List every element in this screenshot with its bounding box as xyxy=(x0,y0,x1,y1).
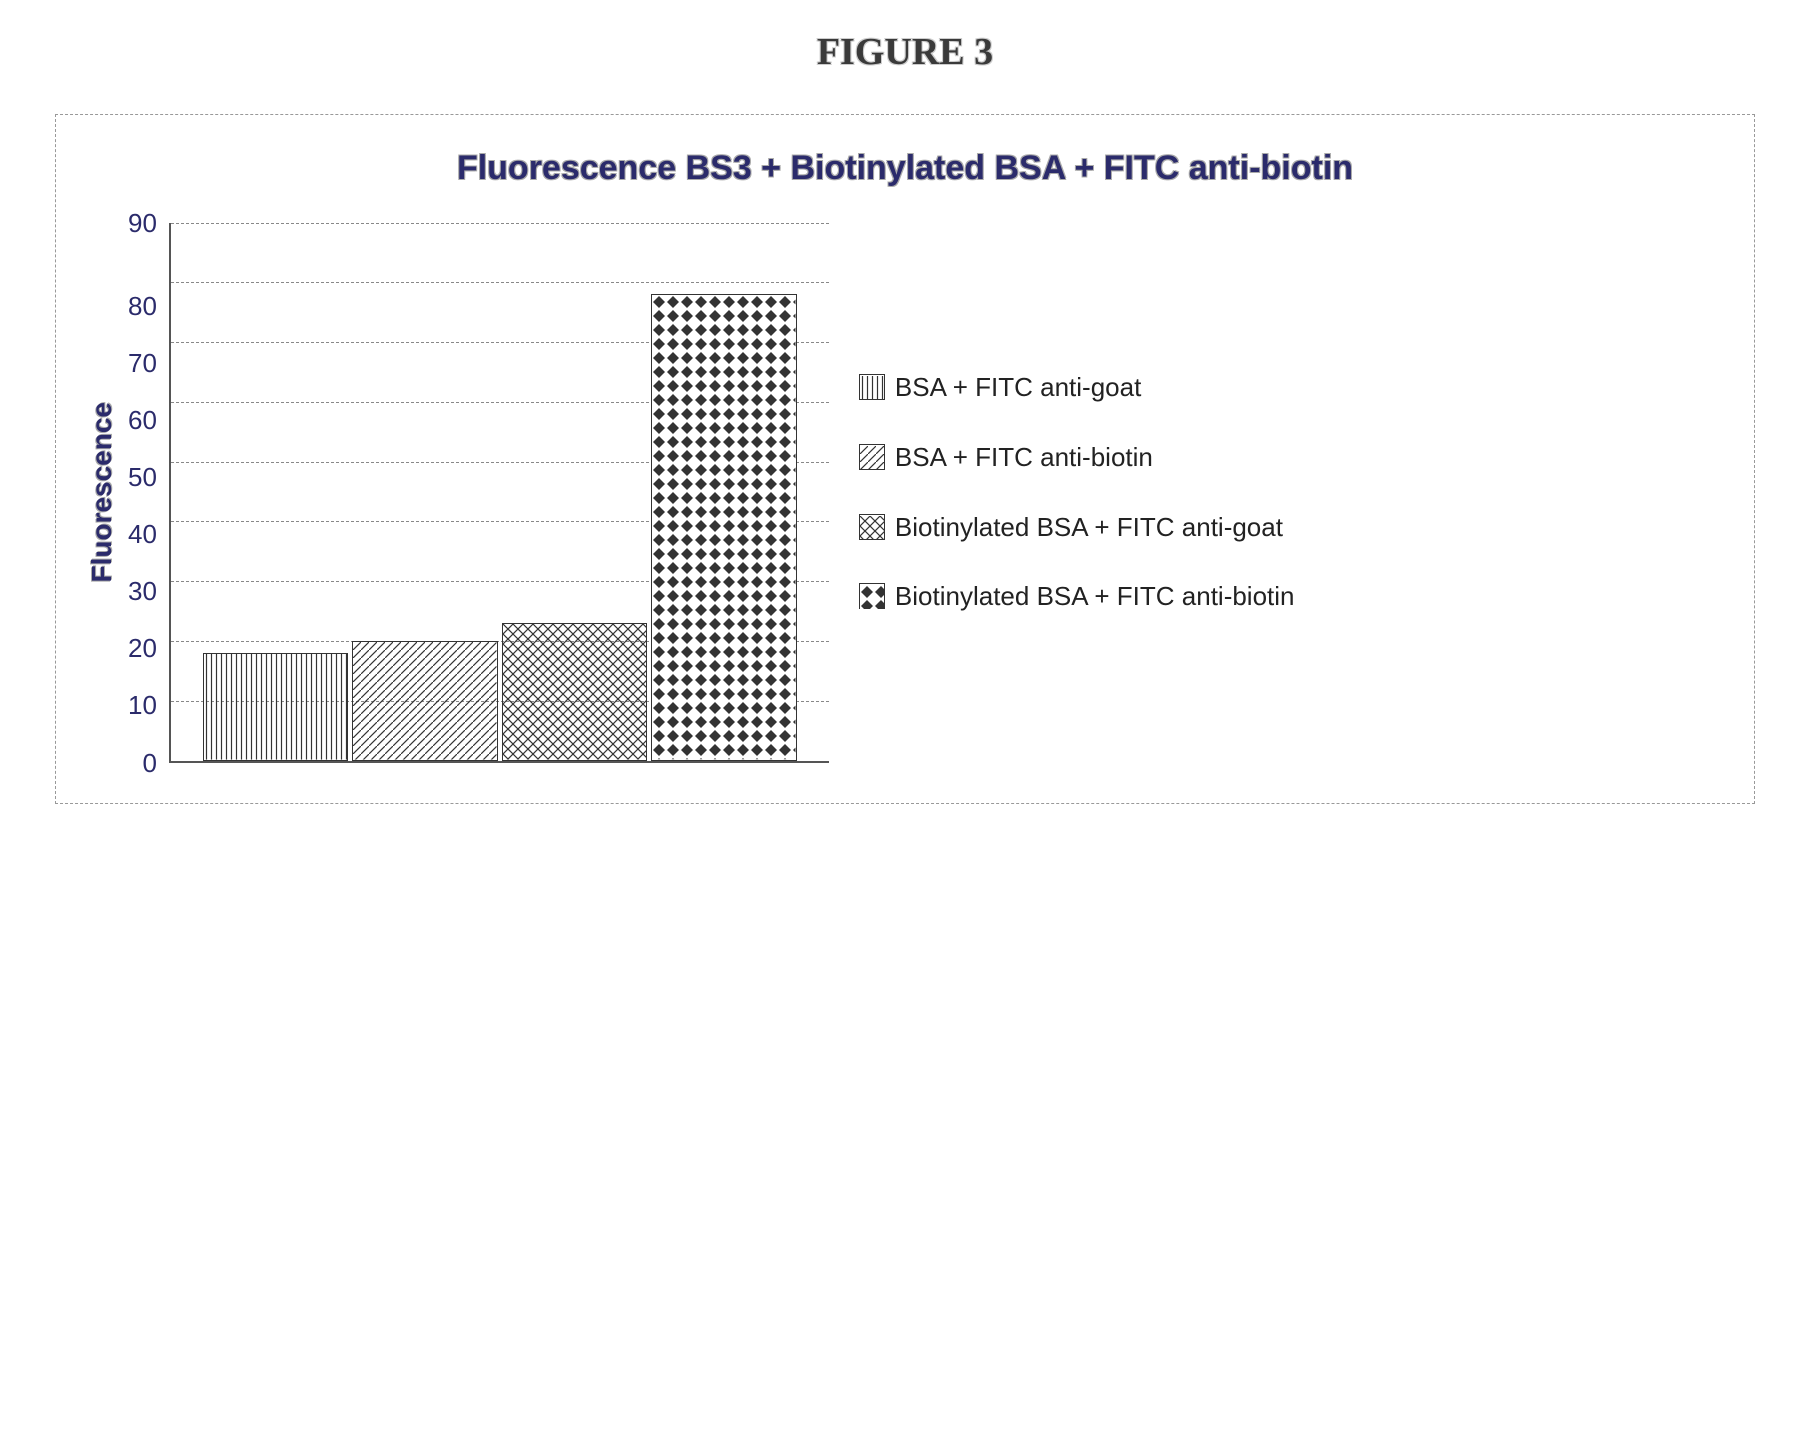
ytick: 70 xyxy=(128,350,157,376)
y-axis-label: Fluorescence xyxy=(86,402,118,583)
chart-title: Fluorescence BS3 + Biotinylated BSA + FI… xyxy=(86,145,1724,193)
ytick: 40 xyxy=(128,521,157,547)
legend-item-2: Biotinylated BSA + FITC anti-goat xyxy=(859,511,1295,545)
legend-swatch-icon xyxy=(859,444,885,470)
legend-swatch-icon xyxy=(859,374,885,400)
bars-group xyxy=(171,223,829,761)
figure-label: FIGURE 3 xyxy=(30,30,1780,74)
legend-label: BSA + FITC anti-biotin xyxy=(895,441,1153,475)
ytick: 90 xyxy=(128,210,157,236)
ytick: 80 xyxy=(128,293,157,319)
ytick: 50 xyxy=(128,464,157,490)
legend: BSA + FITC anti-goat BSA + FITC anti-biot… xyxy=(859,371,1295,614)
legend-label: BSA + FITC anti-goat xyxy=(895,371,1141,405)
bar-0 xyxy=(203,653,349,761)
legend-label: Biotinylated BSA + FITC anti-biotin xyxy=(895,580,1295,614)
ytick: 10 xyxy=(128,692,157,718)
plot-area xyxy=(169,223,829,763)
bar-1 xyxy=(352,641,498,761)
bar-2 xyxy=(502,623,648,760)
legend-item-3: Biotinylated BSA + FITC anti-biotin xyxy=(859,580,1295,614)
bar-3 xyxy=(651,294,797,760)
ytick: 20 xyxy=(128,635,157,661)
legend-item-1: BSA + FITC anti-biotin xyxy=(859,441,1295,475)
ytick: 30 xyxy=(128,578,157,604)
y-axis-ticks: 90 80 70 60 50 40 30 20 10 0 xyxy=(128,223,169,763)
legend-swatch-icon xyxy=(859,583,885,609)
legend-label: Biotinylated BSA + FITC anti-goat xyxy=(895,511,1283,545)
ytick: 0 xyxy=(128,750,157,776)
chart-container: Fluorescence BS3 + Biotinylated BSA + FI… xyxy=(55,114,1755,804)
legend-swatch-icon xyxy=(859,514,885,540)
legend-item-0: BSA + FITC anti-goat xyxy=(859,371,1295,405)
ytick: 60 xyxy=(128,407,157,433)
